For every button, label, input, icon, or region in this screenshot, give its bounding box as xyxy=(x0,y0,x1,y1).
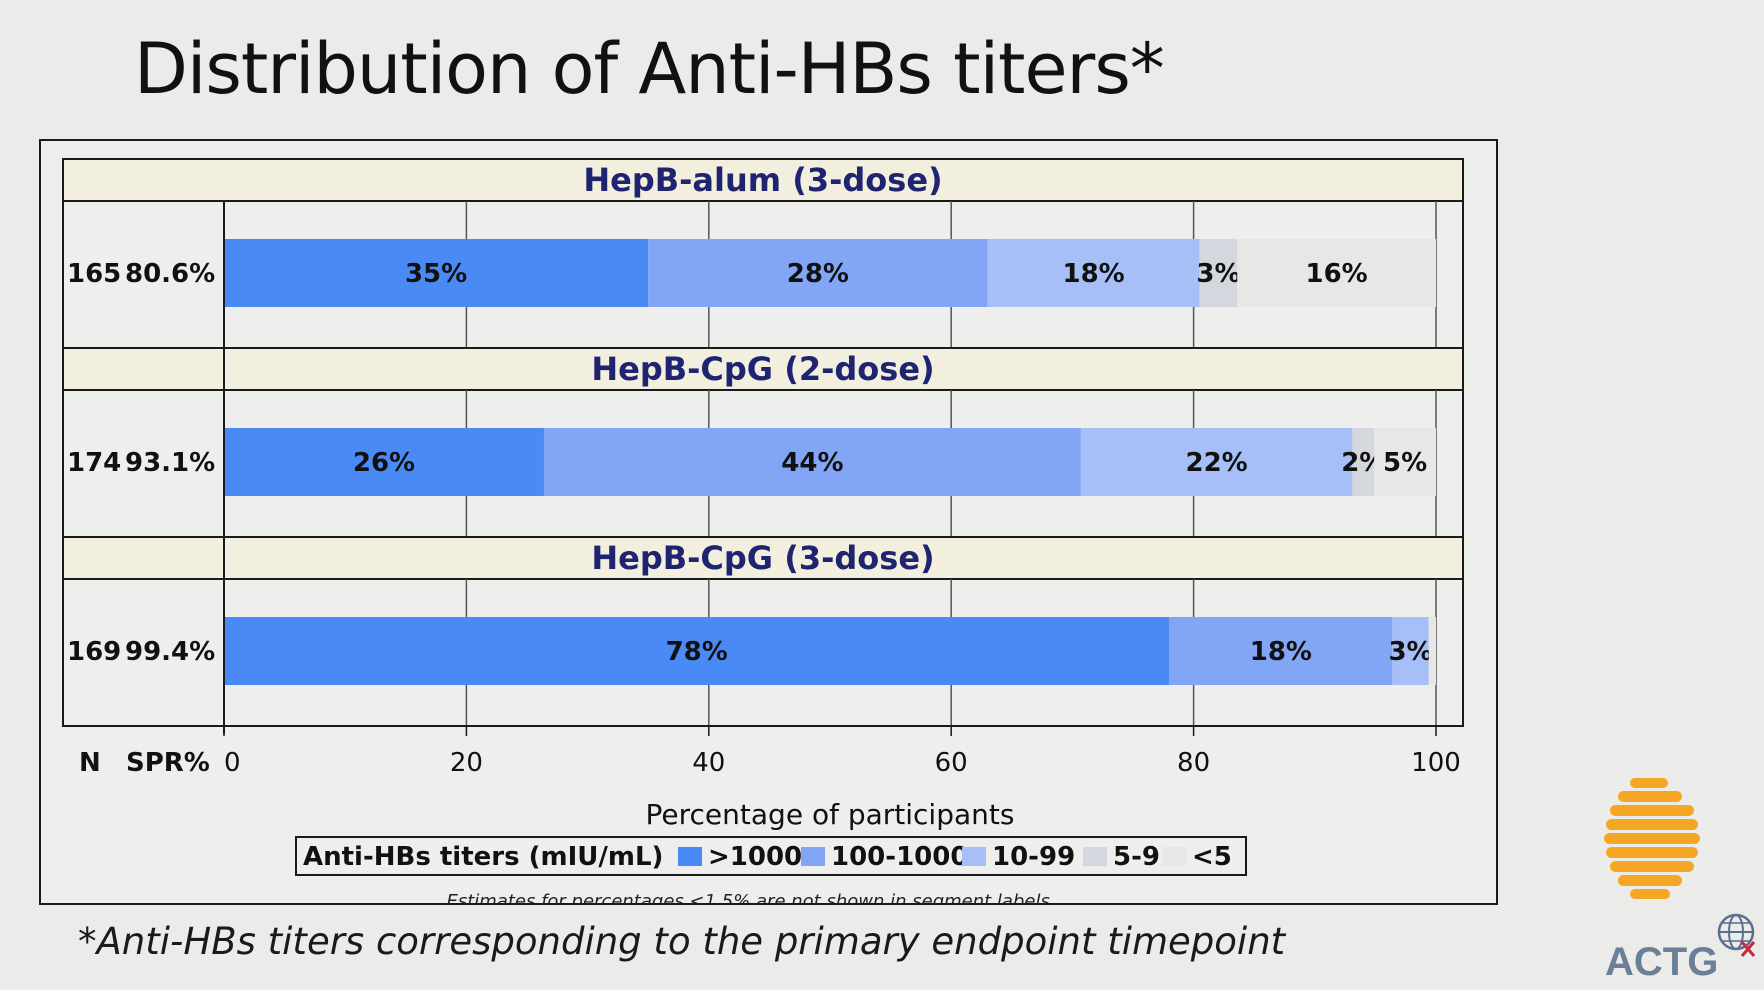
bar-segment xyxy=(543,428,1081,496)
segment-label: 78% xyxy=(666,637,728,667)
legend-title: Anti-HBs titers (mIU/mL) xyxy=(303,842,663,872)
row-header-n: N xyxy=(79,748,101,778)
panel-title: HepB-CpG (3-dose) xyxy=(591,539,934,577)
legend-entry: 10-99 xyxy=(992,842,1075,872)
segment-label: 22% xyxy=(1186,448,1248,478)
row-label-spr: 93.1% xyxy=(125,448,215,478)
row-label-spr: 80.6% xyxy=(125,259,215,289)
segment-label: 18% xyxy=(1250,637,1312,667)
x-tick-label: 80 xyxy=(1177,748,1210,778)
slide-footnote: *Anti-HBs titers corresponding to the pr… xyxy=(78,920,1286,963)
actg-logo: ACTG xyxy=(1600,770,1760,985)
panel-title: HepB-alum (3-dose) xyxy=(583,161,942,199)
bar-segment xyxy=(1352,428,1375,496)
x-tick-label: 0 xyxy=(224,748,241,778)
actg-sun-icon xyxy=(1604,778,1700,899)
legend-swatch xyxy=(962,847,986,866)
x-tick-label: 40 xyxy=(692,748,725,778)
actg-logo-text: ACTG xyxy=(1605,940,1718,980)
bar-segment xyxy=(224,428,544,496)
row-header-spr: SPR% xyxy=(126,748,210,778)
bar-segment xyxy=(1392,617,1429,685)
segment-label: 35% xyxy=(405,259,467,289)
chart-note: Estimates for percentages <1.5% are not … xyxy=(446,891,1055,903)
segment-label: 3% xyxy=(1196,259,1240,289)
segment-label: 28% xyxy=(787,259,849,289)
stacked-bar-chart: HepB-alum (3-dose) 35% 28% 18% 3% 16% 165 80.6%… xyxy=(62,158,1464,903)
segment-label: 3% xyxy=(1388,637,1432,667)
legend-entry: <5 xyxy=(1192,842,1232,872)
bar-segment xyxy=(1374,428,1436,496)
panel-header xyxy=(62,158,1464,202)
actg-globe-icon xyxy=(1717,913,1756,957)
bar-segment xyxy=(1169,617,1393,685)
legend-swatch xyxy=(678,847,702,866)
panel-header xyxy=(62,347,1464,391)
legend-swatch xyxy=(1162,847,1186,866)
panel-header xyxy=(62,536,1464,580)
bar-segment xyxy=(648,239,988,307)
legend-entry: >1000 xyxy=(708,842,802,872)
panel-title: HepB-CpG (2-dose) xyxy=(591,350,934,388)
bar-segment xyxy=(1199,239,1238,307)
legend-swatch xyxy=(1083,847,1107,866)
x-tick-label: 20 xyxy=(450,748,483,778)
row-label-spr: 99.4% xyxy=(125,637,215,667)
bar-segment xyxy=(1428,617,1436,685)
segment-label: 44% xyxy=(781,448,843,478)
slide-title: Distribution of Anti-HBs titers* xyxy=(134,28,1165,110)
x-tick-label: 60 xyxy=(935,748,968,778)
segment-label: 18% xyxy=(1062,259,1124,289)
chart-frame: HepB-alum (3-dose) 35% 28% 18% 3% 16% 165 80.6%… xyxy=(39,139,1498,905)
row-label-n: 174 xyxy=(67,448,121,478)
bar-segment xyxy=(987,239,1200,307)
x-axis-title: Percentage of participants xyxy=(646,798,1015,831)
segment-label: 5% xyxy=(1383,448,1427,478)
legend-swatch xyxy=(801,847,825,866)
x-tick-label: 100 xyxy=(1411,748,1461,778)
legend-entry: 100-1000 xyxy=(831,842,968,872)
bar-segment xyxy=(224,239,649,307)
bar-segment xyxy=(1237,239,1436,307)
bar-segment xyxy=(224,617,1170,685)
row-label-n: 165 xyxy=(67,259,121,289)
segment-label: 16% xyxy=(1305,259,1367,289)
row-label-n: 169 xyxy=(67,637,121,667)
bar-segment xyxy=(1080,428,1353,496)
segment-label: 26% xyxy=(353,448,415,478)
legend-entry: 5-9 xyxy=(1113,842,1160,872)
